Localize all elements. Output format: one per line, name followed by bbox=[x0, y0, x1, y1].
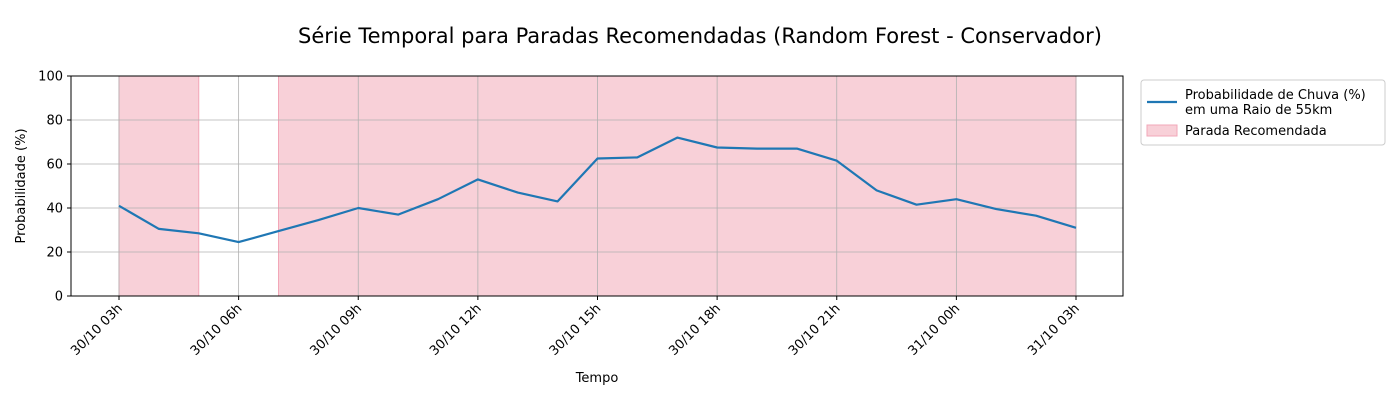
y-tick-label-5: 100 bbox=[38, 70, 63, 85]
legend-entry-rain-line2: em uma Raio de 55km bbox=[1185, 103, 1332, 118]
series-lines bbox=[118, 136, 1077, 244]
x-tick-label-3: 30/10 12h bbox=[427, 301, 485, 359]
x-tick-label-2: 30/10 09h bbox=[308, 301, 366, 359]
legend: Probabilidade de Chuva (%) em uma Raio d… bbox=[1140, 79, 1386, 146]
x-tick-label-4: 30/10 15h bbox=[547, 301, 605, 359]
x-tick-label-1: 30/10 06h bbox=[188, 301, 246, 359]
y-tick-label-1: 20 bbox=[46, 246, 63, 261]
x-axis-label: Tempo bbox=[575, 371, 619, 386]
chart-title: Série Temporal para Paradas Recomendadas… bbox=[298, 24, 1102, 48]
stop-span-1 bbox=[278, 75, 1077, 297]
x-axis: 30/10 03h 30/10 06h 30/10 09h 30/10 12h 30/1… bbox=[68, 296, 1083, 359]
y-tick-label-0: 0 bbox=[55, 290, 63, 305]
legend-entry-recommended-stop: Parada Recomendada bbox=[1185, 124, 1327, 139]
x-tick-label-5: 30/10 18h bbox=[666, 301, 724, 359]
y-axis-label: Probabilidade (%) bbox=[14, 128, 29, 243]
x-tick-label-0: 30/10 03h bbox=[68, 301, 126, 359]
y-tick-label-2: 40 bbox=[46, 202, 63, 217]
y-tick-label-3: 60 bbox=[46, 158, 63, 173]
x-tick-label-6: 30/10 21h bbox=[786, 301, 844, 359]
legend-box bbox=[1140, 79, 1386, 146]
y-axis: 0 20 40 60 80 100 bbox=[38, 70, 71, 305]
legend-entry-rain-probability: Probabilidade de Chuva (%) em uma Raio d… bbox=[1185, 88, 1370, 118]
legend-span-swatch bbox=[1146, 124, 1178, 137]
x-tick-label-8: 31/10 03h bbox=[1025, 301, 1083, 359]
y-tick-label-4: 80 bbox=[46, 114, 63, 129]
stop-span-0 bbox=[118, 75, 200, 297]
x-tick-label-7: 31/10 00h bbox=[906, 301, 964, 359]
recommended-stop-spans bbox=[118, 75, 1077, 297]
legend-entry-rain-line1: Probabilidade de Chuva (%) bbox=[1185, 88, 1366, 103]
series-line-0 bbox=[118, 136, 1077, 244]
